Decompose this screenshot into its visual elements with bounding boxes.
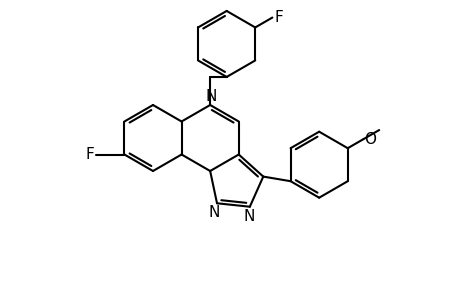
Text: F: F xyxy=(274,10,283,25)
Text: N: N xyxy=(208,205,219,220)
Text: F: F xyxy=(85,147,94,162)
Text: N: N xyxy=(243,209,254,224)
Text: O: O xyxy=(364,132,375,147)
Text: N: N xyxy=(205,89,216,104)
